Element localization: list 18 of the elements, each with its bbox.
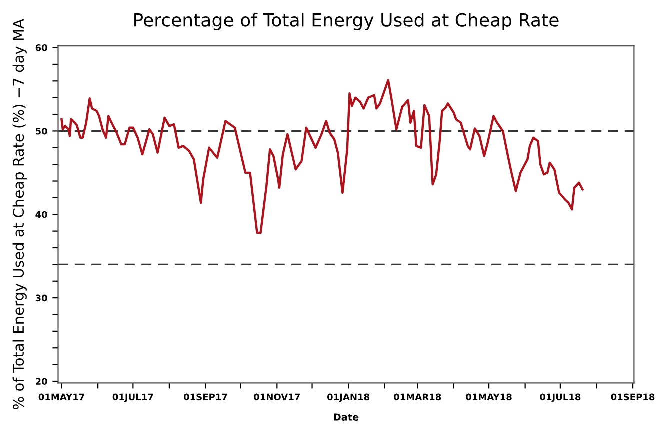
- x-axis-title: Date: [334, 414, 359, 421]
- y-tick-label: 20: [36, 378, 48, 386]
- y-tick-label: 60: [36, 44, 48, 52]
- x-tick-label: 01MAY18: [466, 394, 512, 401]
- x-tick-label: 01SEP18: [611, 394, 655, 401]
- chart-title: Percentage of Total Energy Used at Cheap Rate: [134, 12, 559, 30]
- y-axis-title: % of Total Energy Used at Cheap Rate (%) −7 day MA: [12, 19, 27, 410]
- x-tick-label: 01JUL18: [540, 394, 581, 402]
- x-tick-label: 01MAY17: [38, 394, 84, 401]
- y-tick-label: 50: [36, 128, 48, 135]
- y-tick-label: 40: [36, 211, 48, 218]
- y-tick-label: 30: [36, 294, 48, 302]
- x-tick-label: 01JUL17: [112, 394, 154, 402]
- line-series: [60, 79, 584, 234]
- x-tick-label: 01SEP17: [184, 394, 228, 401]
- x-tick-label: 01MAR18: [394, 394, 442, 401]
- x-tick-label: 01NOV17: [254, 394, 300, 401]
- x-tick-label: 01JAN18: [327, 394, 370, 402]
